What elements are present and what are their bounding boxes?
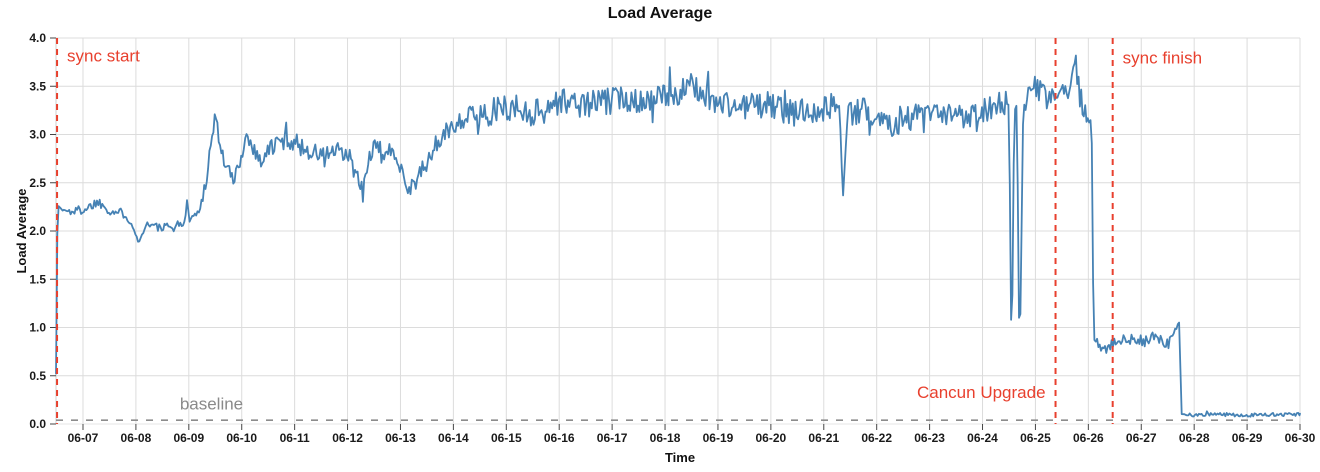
x-tick-label: 06-25 [1020,431,1051,445]
x-tick-label: 06-28 [1179,431,1210,445]
x-tick-label: 06-18 [650,431,681,445]
y-tick-label: 0.5 [29,369,46,383]
x-tick-label: 06-23 [914,431,945,445]
x-tick-label: 06-19 [703,431,734,445]
annotation-label: sync finish [1123,48,1202,67]
annotation-label: Cancun Upgrade [917,383,1046,402]
y-tick-label: 2.0 [29,224,46,238]
annotation-label: sync start [67,46,140,65]
y-tick-label: 3.0 [29,128,46,142]
x-tick-label: 06-11 [280,431,310,445]
x-tick-label: 06-27 [1126,431,1157,445]
x-tick-label: 06-17 [597,431,628,445]
y-tick-label: 1.5 [29,272,46,286]
x-tick-label: 06-30 [1285,431,1316,445]
x-tick-label: 06-08 [121,431,152,445]
load-average-series [55,54,1301,418]
y-tick-label: 4.0 [29,31,46,45]
x-tick-label: 06-26 [1073,431,1104,445]
x-tick-label: 06-15 [491,431,522,445]
x-tick-label: 06-24 [967,431,998,445]
y-tick-label: 2.5 [29,176,46,190]
x-tick-label: 06-12 [332,431,363,445]
y-tick-label: 3.5 [29,79,46,93]
chart-title: Load Average [607,5,713,22]
x-tick-label: 06-13 [385,431,416,445]
x-tick-label: 06-07 [68,431,99,445]
x-tick-label: 06-09 [173,431,204,445]
y-tick-label: 0.0 [29,417,46,431]
x-tick-label: 06-29 [1232,431,1263,445]
y-tick-label: 1.0 [29,321,46,335]
x-tick-label: 06-21 [808,431,839,445]
x-tick-label: 06-22 [861,431,892,445]
x-tick-label: 06-14 [438,431,469,445]
x-axis-title: Time [664,450,696,465]
baseline-label: baseline [180,395,243,414]
x-tick-label: 06-16 [544,431,575,445]
x-tick-label: 06-20 [756,431,787,445]
x-tick-label: 06-10 [226,431,257,445]
